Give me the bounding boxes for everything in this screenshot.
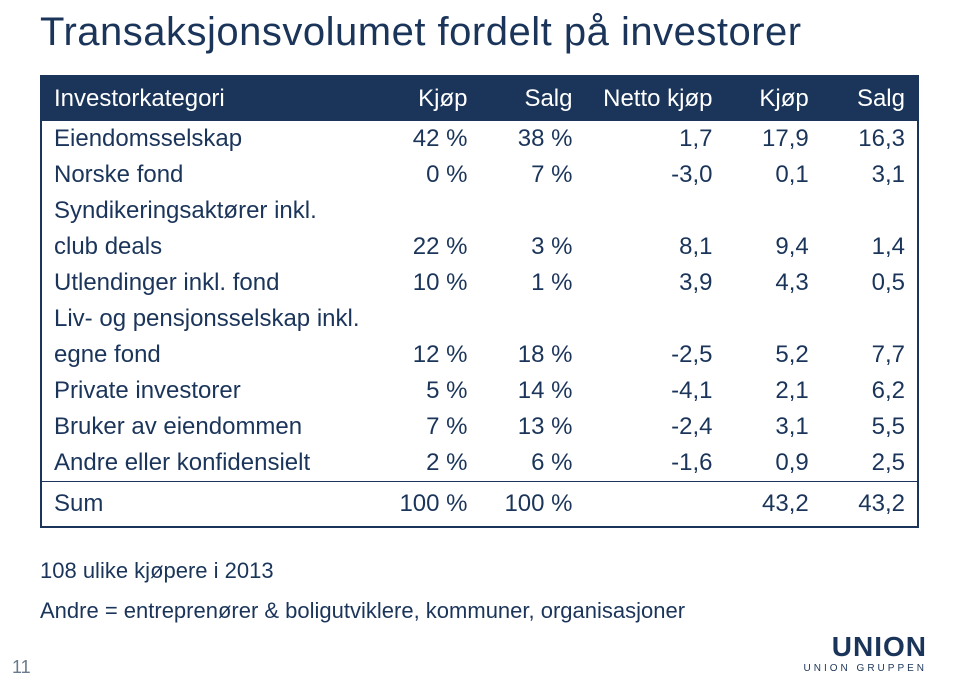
col-header-category: Investorkategori [42, 77, 375, 121]
logo-subtext: UNION GRUPPEN [804, 663, 927, 674]
cell: 7,7 [821, 337, 917, 373]
cell: 38 % [480, 121, 585, 157]
cell: Utlendinger inkl. fond [42, 265, 375, 301]
cell: 12 % [375, 337, 480, 373]
cell: 1 % [480, 265, 585, 301]
cell: 100 % [375, 482, 480, 527]
cell: 3,1 [821, 157, 917, 193]
table-row: Private investorer5 %14 %-4,12,16,2 [42, 373, 917, 409]
cell: 0,5 [821, 265, 917, 301]
footnotes: 108 ulike kjøpere i 2013 Andre = entrepr… [40, 558, 919, 624]
cell: 43,2 [725, 482, 821, 527]
cell: 3,1 [725, 409, 821, 445]
table-row: Norske fond0 %7 %-3,00,13,1 [42, 157, 917, 193]
table-row: Liv- og pensjonsselskap inkl. [42, 301, 917, 337]
cell: Andre eller konfidensielt [42, 445, 375, 482]
cell: 3 % [480, 229, 585, 265]
cell: 100 % [480, 482, 585, 527]
cell: 17,9 [725, 121, 821, 157]
cell [375, 193, 480, 229]
cell: Norske fond [42, 157, 375, 193]
table-row: Eiendomsselskap42 %38 %1,717,916,3 [42, 121, 917, 157]
table-header-row: Investorkategori Kjøp Salg Netto kjøp Kj… [42, 77, 917, 121]
cell: 5 % [375, 373, 480, 409]
cell: Liv- og pensjonsselskap inkl. [42, 301, 375, 337]
cell: 10 % [375, 265, 480, 301]
logo-text: UNION [804, 633, 927, 661]
cell [821, 301, 917, 337]
cell: 2,5 [821, 445, 917, 482]
table-row: Andre eller konfidensielt2 %6 %-1,60,92,… [42, 445, 917, 482]
cell: -2,4 [585, 409, 725, 445]
cell: -1,6 [585, 445, 725, 482]
page-title: Transaksjonsvolumet fordelt på investore… [40, 10, 919, 55]
investor-table: Investorkategori Kjøp Salg Netto kjøp Kj… [40, 75, 919, 528]
cell: 8,1 [585, 229, 725, 265]
cell: 0 % [375, 157, 480, 193]
cell: Eiendomsselskap [42, 121, 375, 157]
col-header-sell-val: Salg [821, 77, 917, 121]
cell [480, 193, 585, 229]
col-header-buy-val: Kjøp [725, 77, 821, 121]
cell: 1,4 [821, 229, 917, 265]
table-row: Bruker av eiendommen7 %13 %-2,43,15,5 [42, 409, 917, 445]
cell: Sum [42, 482, 375, 527]
cell [585, 301, 725, 337]
cell [585, 193, 725, 229]
cell: club deals [42, 229, 375, 265]
note-unique-buyers: 108 ulike kjøpere i 2013 [40, 558, 919, 584]
cell [725, 193, 821, 229]
cell: 0,9 [725, 445, 821, 482]
table-row: egne fond12 %18 %-2,55,27,7 [42, 337, 917, 373]
cell: 1,7 [585, 121, 725, 157]
cell: 3,9 [585, 265, 725, 301]
cell [585, 482, 725, 527]
table-row: Utlendinger inkl. fond10 %1 %3,94,30,5 [42, 265, 917, 301]
cell: 42 % [375, 121, 480, 157]
cell: 18 % [480, 337, 585, 373]
cell: 5,5 [821, 409, 917, 445]
cell: egne fond [42, 337, 375, 373]
cell: Private investorer [42, 373, 375, 409]
cell [375, 301, 480, 337]
table-row: Syndikeringsaktører inkl. [42, 193, 917, 229]
cell: 9,4 [725, 229, 821, 265]
cell: 5,2 [725, 337, 821, 373]
cell: 16,3 [821, 121, 917, 157]
cell: 0,1 [725, 157, 821, 193]
page-number: 11 [12, 657, 31, 678]
col-header-buy-pct: Kjøp [375, 77, 480, 121]
cell [480, 301, 585, 337]
cell: 2 % [375, 445, 480, 482]
cell: 13 % [480, 409, 585, 445]
cell: 43,2 [821, 482, 917, 527]
cell [821, 193, 917, 229]
cell: -4,1 [585, 373, 725, 409]
cell: Syndikeringsaktører inkl. [42, 193, 375, 229]
cell: Bruker av eiendommen [42, 409, 375, 445]
table-row: club deals22 %3 %8,19,41,4 [42, 229, 917, 265]
cell: -3,0 [585, 157, 725, 193]
union-logo: UNION UNION GRUPPEN [804, 633, 927, 674]
cell: 22 % [375, 229, 480, 265]
col-header-sell-pct: Salg [480, 77, 585, 121]
cell [725, 301, 821, 337]
col-header-net-buy: Netto kjøp [585, 77, 725, 121]
cell: -2,5 [585, 337, 725, 373]
cell: 7 % [480, 157, 585, 193]
cell: 14 % [480, 373, 585, 409]
note-andre-definition: Andre = entreprenører & boligutviklere, … [40, 598, 919, 624]
cell: 7 % [375, 409, 480, 445]
cell: 2,1 [725, 373, 821, 409]
table-sum-row: Sum100 %100 %43,243,2 [42, 482, 917, 527]
cell: 4,3 [725, 265, 821, 301]
cell: 6,2 [821, 373, 917, 409]
cell: 6 % [480, 445, 585, 482]
